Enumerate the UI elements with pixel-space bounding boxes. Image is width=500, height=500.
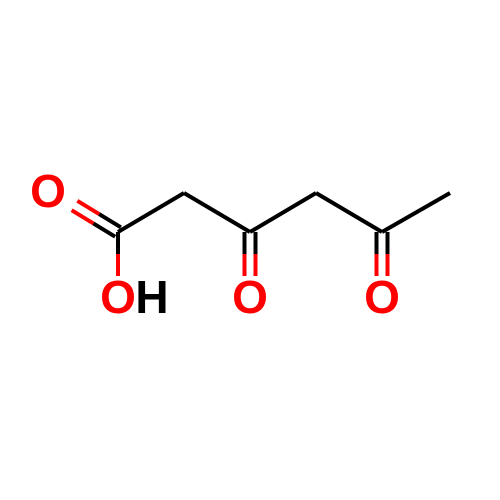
atom-label-O3: O bbox=[232, 271, 268, 323]
molecule-canvas: OOHOO bbox=[0, 0, 500, 500]
atom-label-O_oh_O: O bbox=[100, 271, 136, 323]
atom-label-O_oh_H: H bbox=[135, 271, 168, 323]
atom-label-O5: O bbox=[364, 271, 400, 323]
atom-label-O_dbl_acid: O bbox=[30, 165, 66, 217]
